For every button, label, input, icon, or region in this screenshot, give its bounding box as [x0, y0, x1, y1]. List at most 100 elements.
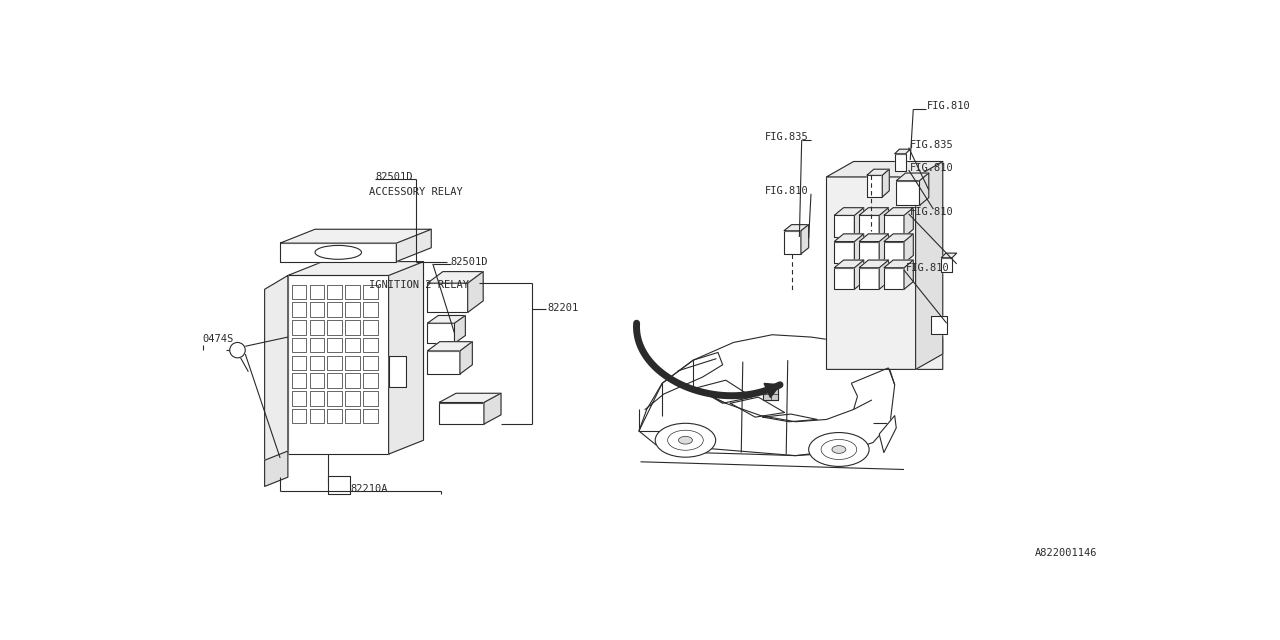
Polygon shape	[763, 388, 778, 400]
Polygon shape	[292, 356, 306, 370]
Text: 82210A: 82210A	[351, 484, 388, 493]
Polygon shape	[292, 303, 306, 317]
Ellipse shape	[809, 433, 869, 467]
Polygon shape	[801, 225, 809, 254]
Polygon shape	[397, 229, 431, 262]
Polygon shape	[310, 356, 324, 370]
Polygon shape	[292, 338, 306, 353]
Polygon shape	[346, 320, 360, 335]
Polygon shape	[896, 180, 919, 205]
Polygon shape	[346, 303, 360, 317]
Text: IGNITION 2 RELAY: IGNITION 2 RELAY	[369, 280, 470, 290]
Polygon shape	[884, 216, 904, 237]
Polygon shape	[346, 338, 360, 353]
Circle shape	[229, 342, 246, 358]
Polygon shape	[439, 393, 500, 403]
Polygon shape	[835, 234, 864, 241]
Polygon shape	[639, 335, 895, 456]
Polygon shape	[328, 391, 342, 406]
Polygon shape	[328, 356, 342, 370]
Polygon shape	[428, 283, 467, 312]
Polygon shape	[904, 260, 914, 289]
Text: FIG.810: FIG.810	[927, 101, 972, 111]
Polygon shape	[310, 303, 324, 317]
Text: 82501D: 82501D	[451, 257, 488, 267]
Polygon shape	[310, 320, 324, 335]
Polygon shape	[827, 161, 943, 177]
Polygon shape	[328, 303, 342, 317]
Polygon shape	[328, 285, 342, 300]
Polygon shape	[859, 208, 888, 216]
Text: FIG.835: FIG.835	[764, 132, 808, 142]
Polygon shape	[428, 351, 460, 374]
Polygon shape	[310, 373, 324, 388]
Polygon shape	[884, 268, 904, 289]
Ellipse shape	[832, 445, 846, 453]
Polygon shape	[265, 275, 288, 468]
Polygon shape	[884, 208, 914, 216]
Polygon shape	[855, 234, 864, 263]
Polygon shape	[484, 393, 500, 424]
Polygon shape	[292, 409, 306, 423]
Polygon shape	[941, 258, 952, 271]
Polygon shape	[867, 175, 882, 197]
Polygon shape	[346, 409, 360, 423]
Polygon shape	[855, 208, 864, 237]
Polygon shape	[346, 373, 360, 388]
Text: 82201: 82201	[548, 303, 579, 313]
Polygon shape	[428, 271, 483, 283]
Polygon shape	[895, 149, 910, 154]
Polygon shape	[783, 225, 809, 231]
Polygon shape	[439, 403, 484, 424]
Ellipse shape	[678, 436, 692, 444]
Polygon shape	[919, 173, 929, 205]
Polygon shape	[827, 177, 943, 369]
Polygon shape	[867, 169, 890, 175]
Text: FIG.810: FIG.810	[764, 186, 808, 196]
Text: FIG.810: FIG.810	[905, 263, 950, 273]
Polygon shape	[467, 271, 483, 312]
Ellipse shape	[655, 423, 716, 457]
Polygon shape	[292, 320, 306, 335]
Polygon shape	[783, 231, 801, 254]
Polygon shape	[915, 161, 943, 369]
Polygon shape	[941, 253, 956, 258]
Polygon shape	[346, 356, 360, 370]
Polygon shape	[364, 409, 378, 423]
Polygon shape	[931, 316, 947, 334]
Polygon shape	[346, 285, 360, 300]
Polygon shape	[288, 275, 389, 454]
Polygon shape	[428, 323, 454, 343]
Polygon shape	[904, 234, 914, 263]
Polygon shape	[879, 234, 888, 263]
Polygon shape	[428, 316, 466, 323]
Polygon shape	[764, 383, 780, 397]
Polygon shape	[859, 241, 879, 263]
Polygon shape	[364, 373, 378, 388]
Polygon shape	[346, 391, 360, 406]
Polygon shape	[310, 285, 324, 300]
Polygon shape	[835, 216, 855, 237]
Polygon shape	[310, 391, 324, 406]
Polygon shape	[835, 241, 855, 263]
Polygon shape	[428, 342, 472, 351]
Polygon shape	[364, 285, 378, 300]
Text: FIG.835: FIG.835	[910, 140, 954, 150]
Polygon shape	[280, 229, 431, 243]
Polygon shape	[265, 451, 288, 486]
Text: 82501D: 82501D	[375, 172, 413, 182]
Polygon shape	[364, 303, 378, 317]
Polygon shape	[389, 262, 424, 454]
Text: 0474S: 0474S	[202, 333, 234, 344]
Ellipse shape	[820, 440, 856, 460]
Polygon shape	[280, 243, 397, 262]
Polygon shape	[884, 234, 914, 241]
Polygon shape	[328, 373, 342, 388]
Polygon shape	[292, 373, 306, 388]
Polygon shape	[859, 216, 879, 237]
Ellipse shape	[668, 430, 703, 451]
Polygon shape	[859, 234, 888, 241]
Polygon shape	[292, 391, 306, 406]
Polygon shape	[328, 320, 342, 335]
Polygon shape	[364, 391, 378, 406]
